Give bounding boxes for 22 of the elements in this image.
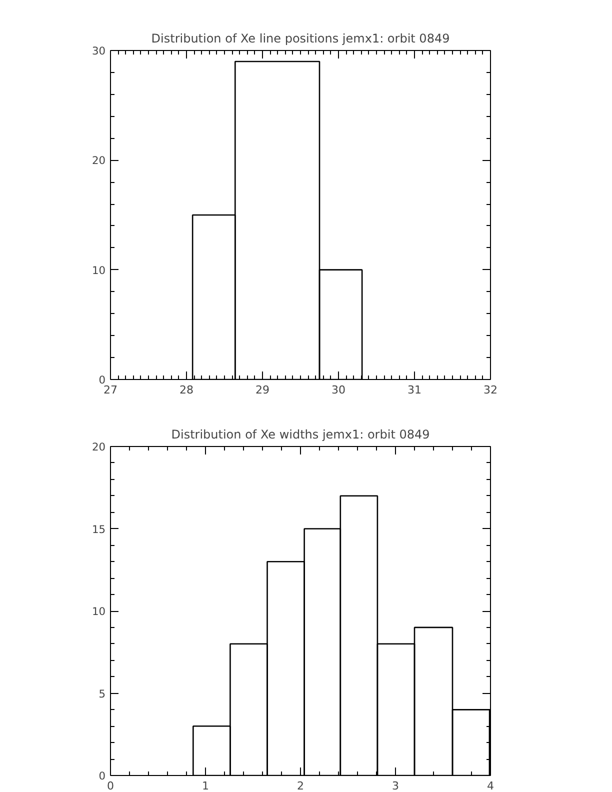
- x-tick-label: 2: [297, 780, 304, 792]
- x-tick-label: 0: [107, 780, 114, 792]
- x-tick-label: 4: [487, 780, 494, 792]
- y-tick-label: 10: [92, 264, 106, 277]
- y-tick-label: 30: [92, 44, 106, 58]
- x-tick-label: 27: [104, 384, 118, 396]
- chart-title: Distribution of Xe line positions jemx1: orbit 0849: [151, 32, 450, 46]
- x-tick-label: 1: [202, 780, 209, 792]
- x-tick-label: 29: [256, 384, 270, 396]
- y-tick-label: 10: [92, 605, 106, 618]
- x-tick-label: 3: [392, 780, 399, 792]
- x-tick-label: 28: [180, 384, 194, 396]
- y-tick-label: 0: [98, 374, 106, 386]
- y-tick-label: 5: [98, 687, 106, 700]
- y-tick-label: 20: [92, 154, 106, 168]
- chart-title: Distribution of Xe widths jemx1: orbit 0849: [171, 428, 430, 442]
- y-tick-label: 0: [98, 770, 106, 782]
- x-tick-label: 31: [408, 384, 422, 396]
- y-tick-label: 20: [92, 440, 106, 454]
- x-tick-label: 30: [332, 384, 346, 396]
- x-tick-label: 32: [484, 384, 498, 396]
- y-tick-label: 15: [92, 522, 106, 536]
